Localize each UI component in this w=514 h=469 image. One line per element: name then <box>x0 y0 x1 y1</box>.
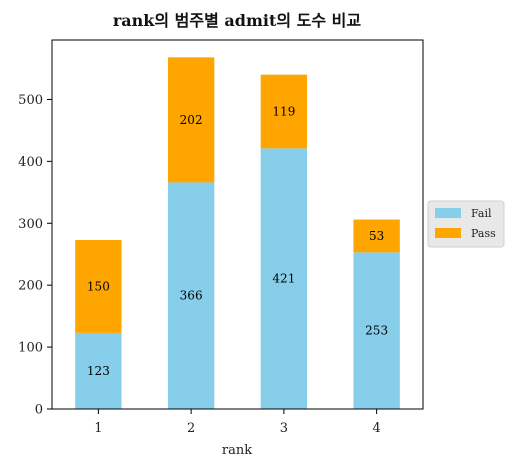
x-tick-label-2: 2 <box>187 421 195 436</box>
bar-pass-2 <box>167 57 215 183</box>
plot-area: 1231503662024211192535301002003004005001… <box>18 39 424 436</box>
x-tick-label-4: 4 <box>372 421 380 436</box>
bar-pass-3 <box>260 74 308 149</box>
legend-swatch-pass <box>435 228 461 238</box>
y-tick-label-400: 400 <box>18 155 43 170</box>
legend-box <box>427 200 505 248</box>
x-tick-label-1: 1 <box>94 421 102 436</box>
y-tick-label-0: 0 <box>35 403 43 418</box>
bar-pass-4 <box>353 219 400 253</box>
bar-fail-1 <box>75 332 122 409</box>
data-label-pass-1: 150 <box>87 279 110 293</box>
data-label-fail-3: 421 <box>272 272 295 286</box>
y-tick-label-500: 500 <box>18 93 43 108</box>
bar-fail-4 <box>353 252 400 409</box>
legend-label-fail: Fail <box>471 207 492 220</box>
bar-fail-2 <box>167 182 215 409</box>
data-label-fail-1: 123 <box>87 364 110 378</box>
data-label-fail-4: 253 <box>365 324 388 338</box>
data-label-pass-2: 202 <box>180 113 203 127</box>
bar-fail-3 <box>260 148 308 409</box>
bar-pass-1 <box>75 239 122 333</box>
legend: Fail Pass <box>427 200 505 248</box>
y-tick-label-200: 200 <box>18 279 43 294</box>
x-axis-label: rank <box>222 443 252 458</box>
x-tick-label-3: 3 <box>280 421 288 436</box>
chart-title: rank의 범주별 admit의 도수 비교 <box>113 11 362 30</box>
legend-swatch-fail <box>435 208 461 218</box>
data-label-pass-3: 119 <box>272 105 295 119</box>
data-label-pass-4: 53 <box>369 229 384 243</box>
y-tick-label-300: 300 <box>18 217 43 232</box>
plot-frame <box>51 39 424 410</box>
legend-label-pass: Pass <box>471 227 496 240</box>
y-tick-label-100: 100 <box>18 341 43 356</box>
data-label-fail-2: 366 <box>180 289 203 303</box>
